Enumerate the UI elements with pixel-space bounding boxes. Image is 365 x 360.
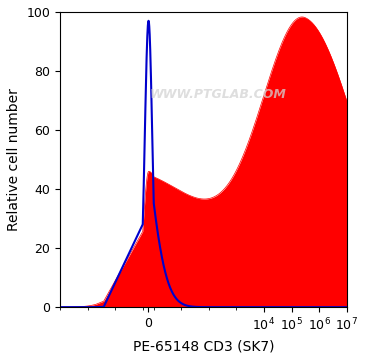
- Y-axis label: Relative cell number: Relative cell number: [7, 88, 21, 231]
- Text: WWW.PTGLAB.COM: WWW.PTGLAB.COM: [149, 88, 286, 101]
- X-axis label: PE-65148 CD3 (SK7): PE-65148 CD3 (SK7): [132, 339, 274, 353]
